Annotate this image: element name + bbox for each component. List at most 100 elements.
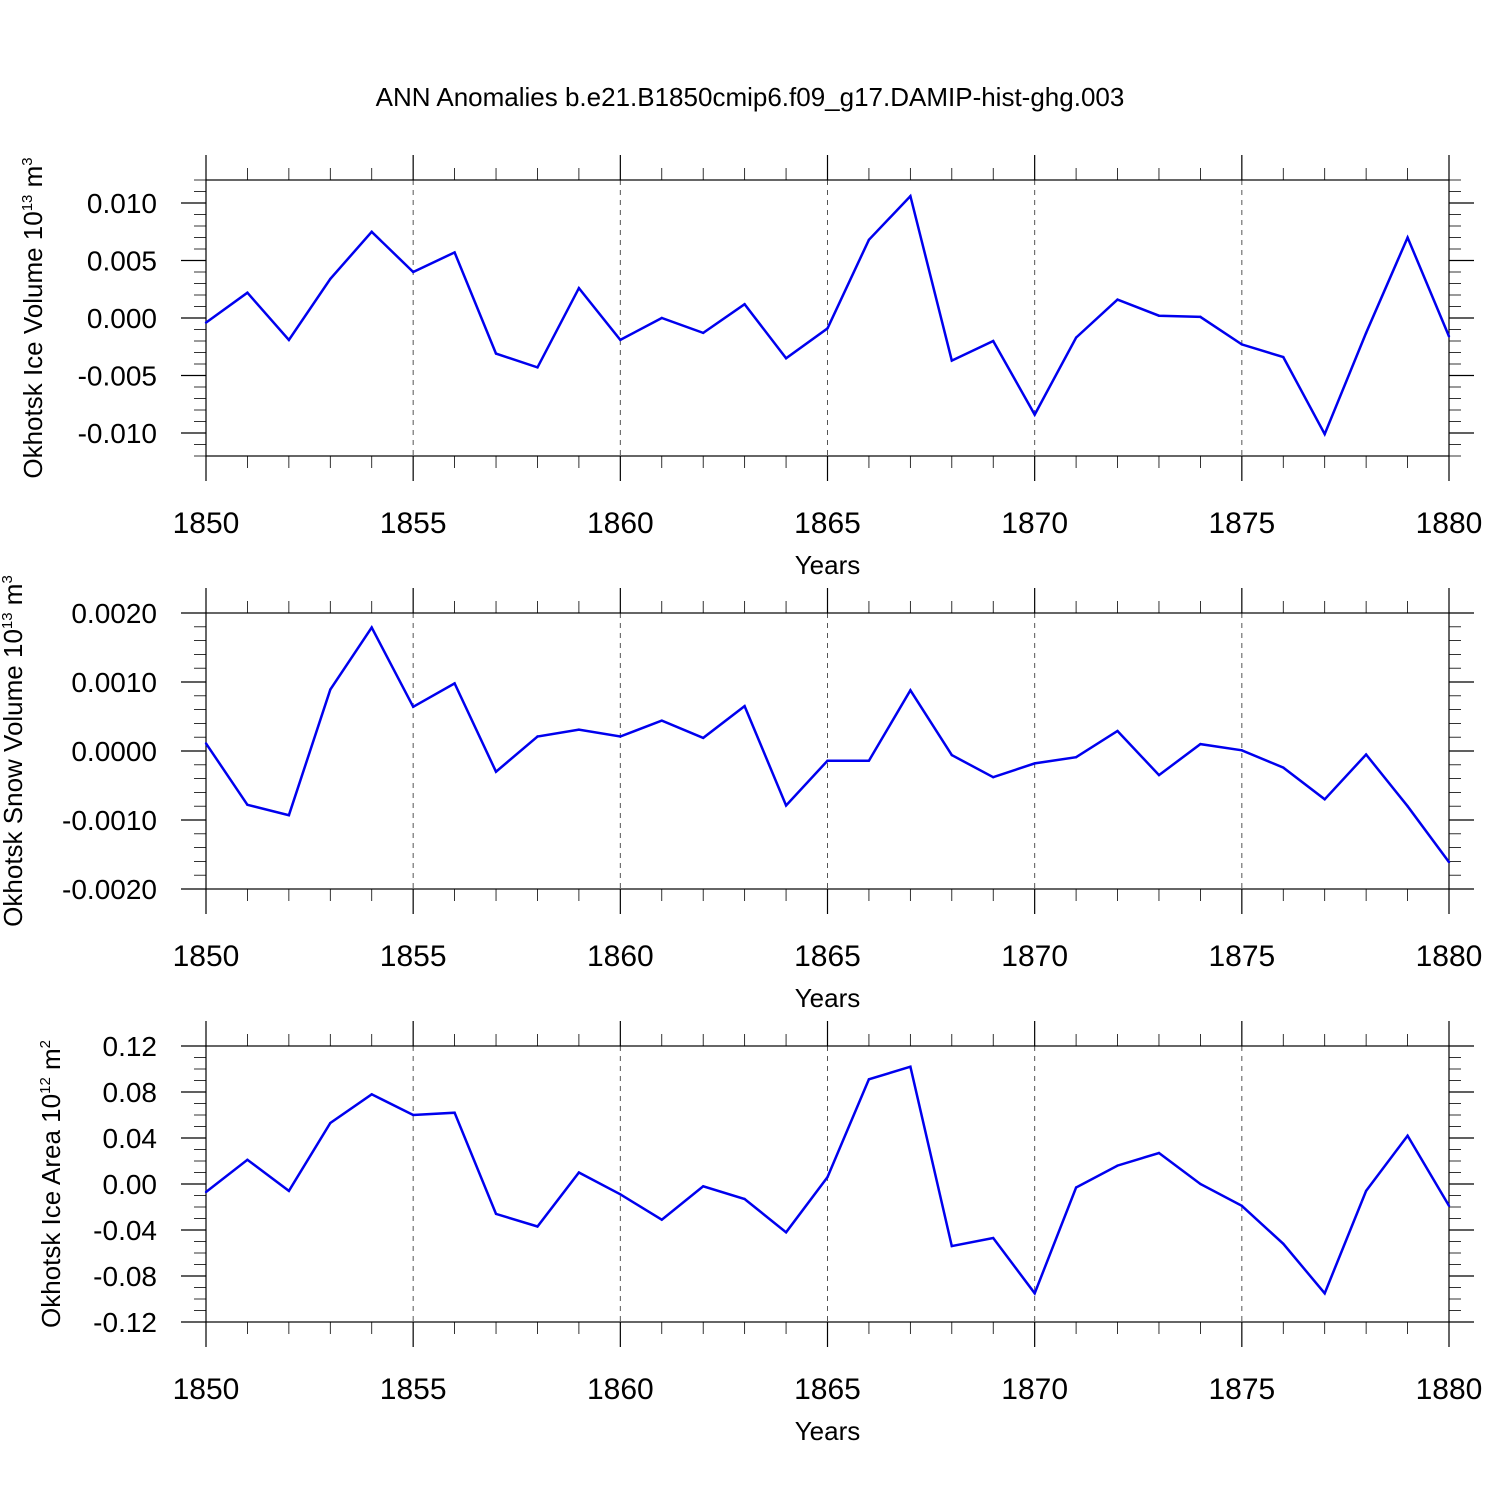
data-point: [784, 1231, 788, 1234]
data-point: [204, 742, 208, 745]
x-tick-label: 1850: [173, 1373, 240, 1406]
x-tick-label: 1870: [1001, 940, 1068, 973]
y-tick-label: -0.005: [78, 361, 157, 392]
y-tick-label: -0.0010: [62, 805, 157, 836]
data-point: [536, 366, 539, 369]
data-point: [619, 735, 622, 738]
data-point: [577, 728, 581, 731]
x-tick-label: 1865: [794, 940, 861, 973]
data-point: [992, 1236, 995, 1240]
x-tick-label: 1855: [380, 507, 447, 540]
x-tick-label: 1880: [1416, 1373, 1483, 1406]
y-tick-label: -0.04: [93, 1215, 157, 1246]
data-point: [867, 238, 871, 241]
data-point: [287, 813, 291, 817]
data-point: [329, 1121, 332, 1125]
data-point: [1074, 1186, 1078, 1189]
y-tick-label: 0.04: [103, 1123, 158, 1154]
x-tick-label: 1880: [1416, 507, 1483, 540]
x-tick-label: 1855: [380, 1373, 447, 1406]
data-point: [784, 804, 788, 807]
data-point: [370, 626, 373, 629]
data-point: [411, 1113, 415, 1117]
data-point: [909, 689, 912, 692]
data-point: [1157, 314, 1161, 317]
y-tick-label: -0.08: [93, 1261, 157, 1292]
data-point: [329, 688, 332, 691]
data-point: [1157, 773, 1161, 777]
data-point: [453, 682, 456, 685]
data-point: [1364, 331, 1368, 335]
y-tick-label: 0.12: [103, 1031, 158, 1062]
data-point: [329, 277, 332, 281]
data-point: [577, 286, 581, 290]
data-point: [743, 303, 746, 306]
y-tick-label: 0.0010: [71, 667, 157, 698]
data-point: [453, 1111, 456, 1114]
y-tick-label: 0.010: [87, 188, 157, 219]
data-point: [992, 776, 995, 779]
y-tick-label: -0.0020: [62, 874, 157, 905]
data-point: [1406, 1134, 1409, 1137]
data-point: [1199, 1182, 1202, 1186]
data-point: [619, 1193, 622, 1196]
chart-panel-1: 1850 1855 1860 1865 1870 1875 1880 -0.010 -0.005…: [18, 155, 1482, 580]
data-point: [702, 1185, 705, 1188]
data-point: [826, 1175, 829, 1179]
data-point: [287, 338, 291, 342]
data-point: [1033, 1292, 1036, 1295]
x-tick-label: 1865: [794, 1373, 861, 1406]
data-point: [992, 339, 995, 343]
data-point: [1199, 742, 1202, 746]
y-tick-label: 0.000: [87, 303, 157, 334]
data-point: [909, 1065, 912, 1068]
data-point: [411, 705, 415, 709]
data-point: [204, 321, 208, 324]
data-point: [1240, 749, 1244, 752]
data-point: [1282, 766, 1285, 769]
data-point: [1116, 729, 1119, 733]
data-point: [1447, 1204, 1451, 1208]
x-axis-title: Years: [795, 1416, 861, 1446]
figure-title: ANN Anomalies b.e21.B1850cmip6.f09_g17.D…: [376, 82, 1125, 112]
x-tick-label: 1860: [587, 940, 654, 973]
y-tick-label: 0.08: [103, 1077, 158, 1108]
y-axis-title: Okhotsk Ice Area 1012 m2: [36, 1040, 66, 1328]
data-point: [1282, 1242, 1285, 1246]
data-point: [1074, 756, 1078, 759]
data-point: [950, 1244, 953, 1248]
data-point: [619, 338, 622, 342]
data-point: [784, 357, 788, 360]
y-tick-label: 0.00: [103, 1169, 158, 1200]
y-tick-label: 0.0000: [71, 736, 157, 767]
data-point: [1447, 860, 1451, 864]
y-tick-label: -0.010: [78, 418, 157, 449]
data-point: [1074, 336, 1078, 339]
data-point: [370, 230, 373, 233]
data-point: [246, 1158, 249, 1162]
data-point: [494, 770, 498, 773]
data-point: [1116, 298, 1119, 301]
data-point: [1447, 335, 1451, 338]
data-point: [287, 1189, 291, 1193]
x-tick-label: 1875: [1208, 940, 1275, 973]
data-point: [1033, 413, 1036, 416]
data-point: [867, 1078, 871, 1081]
panels-group: 1850 1855 1860 1865 1870 1875 1880 -0.010 -0.005…: [0, 155, 1482, 1446]
x-tick-label: 1865: [794, 507, 861, 540]
data-point: [494, 1212, 498, 1216]
data-point: [536, 1225, 539, 1228]
data-point: [660, 316, 663, 320]
data-point: [826, 327, 829, 330]
data-point: [1199, 315, 1202, 319]
data-point: [1406, 236, 1409, 239]
data-point: [1240, 343, 1244, 346]
x-axis-title: Years: [795, 983, 861, 1013]
data-point: [494, 352, 498, 355]
y-axis-title: Okhotsk Ice Volume 1013 m3: [18, 157, 48, 478]
data-point: [204, 1190, 208, 1194]
x-tick-label: 1860: [587, 507, 654, 540]
data-point: [453, 251, 456, 254]
x-tick-label: 1875: [1208, 507, 1275, 540]
